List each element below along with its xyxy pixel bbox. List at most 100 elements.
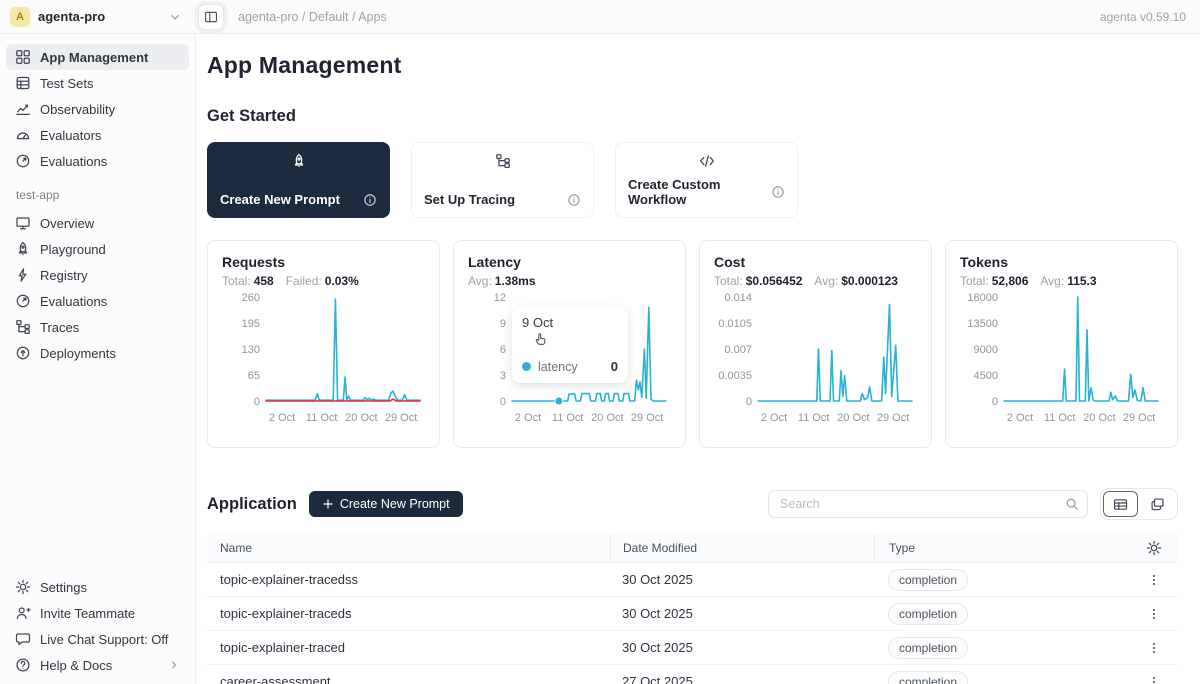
get-started-card-create-new-prompt[interactable]: Create New Prompt (207, 142, 390, 218)
svg-text:0.0035: 0.0035 (718, 370, 752, 382)
deploy-icon (15, 345, 31, 361)
tooltip-series-row: latency 0 (522, 359, 618, 374)
sidebar-item-label: Evaluations (40, 153, 108, 169)
sidebar-bottom-item-help-docs[interactable]: Help & Docs (6, 652, 189, 678)
kebab-menu-icon[interactable] (1147, 607, 1161, 621)
plus-icon (322, 498, 334, 510)
chart-stat-value: 115.3 (1067, 274, 1097, 288)
sidebar-bottom-item-label: Invite Teammate (40, 605, 136, 621)
workspace-name: agenta-pro (38, 9, 106, 24)
svg-text:2 Oct: 2 Oct (269, 412, 295, 424)
chart-stat-value: 1.38ms (494, 274, 536, 288)
card-label: Create New Prompt (220, 192, 340, 207)
chart-title: Latency (468, 254, 521, 270)
series-dot (522, 362, 531, 371)
card-view-button[interactable] (1140, 491, 1175, 517)
card-label-row: Create Custom Workflow (628, 177, 785, 207)
row-type: completion (874, 670, 1130, 684)
table-row[interactable]: topic-explainer-traceds 30 Oct 2025 comple… (207, 597, 1178, 631)
view-toggle (1100, 488, 1178, 520)
svg-text:0: 0 (992, 396, 998, 408)
sidebar-item-observability[interactable]: Observability (6, 96, 189, 122)
tooltip-series-name: latency (538, 359, 578, 374)
type-badge: completion (888, 602, 969, 625)
sidebar-app-item-overview[interactable]: Overview (6, 210, 189, 236)
search-icon (1065, 497, 1079, 511)
sidebar-app-item-deployments[interactable]: Deployments (6, 340, 189, 366)
svg-text:0.007: 0.007 (724, 344, 752, 356)
cost-chart: 0 0.0035 0.007 0.0105 0.014 2 Oct 11 Oct 20 Oct… (718, 292, 913, 424)
chevron-right-icon (168, 659, 180, 671)
hand-cursor-icon (534, 331, 618, 351)
table-view-button[interactable] (1103, 491, 1138, 517)
application-header: Application Create New Prompt (207, 488, 1178, 520)
sidebar-item-evaluations[interactable]: Evaluations (6, 148, 189, 174)
version-label: agenta v0.59.10 (1099, 9, 1186, 24)
svg-text:0.0105: 0.0105 (718, 318, 752, 330)
sidebar-app-item-registry[interactable]: Registry (6, 262, 189, 288)
get-started-card-create-custom-workflow[interactable]: Create Custom Workflow (615, 142, 798, 218)
sidebar-app-item-traces[interactable]: Traces (6, 314, 189, 340)
column-header-name: Name (220, 541, 253, 555)
latency-chart: 0 3 6 9 12 2 Oct 11 Oct 20 Oct 29 Oct (494, 292, 667, 424)
sidebar-app-item-evaluations[interactable]: Evaluations (6, 288, 189, 314)
requests-chart: 0 65 130 195 260 2 Oct 11 Oct 20 Oct 29 Oct (242, 292, 421, 424)
chart-title: Tokens (960, 254, 1008, 270)
chart-stat-label: Avg: (1040, 274, 1065, 288)
type-badge: completion (888, 568, 969, 591)
chart-stat: Avg: 1.38ms (468, 274, 536, 288)
create-new-prompt-button[interactable]: Create New Prompt (308, 491, 463, 517)
chart-stat: Avg: 115.3 (1040, 274, 1096, 288)
tooltip-series-value: 0 (610, 359, 618, 374)
workspace-selector[interactable]: A agenta-pro (10, 6, 182, 27)
row-name: career-assessment (220, 674, 331, 684)
tokens-chart-card: Tokens Total: 52,806 Avg: 115.3 0 4500 9000 1350… (945, 240, 1178, 448)
row-actions (1130, 607, 1178, 621)
grid-icon (15, 49, 31, 65)
kebab-menu-icon[interactable] (1147, 675, 1161, 684)
table-settings-gear-icon[interactable] (1146, 540, 1162, 556)
svg-text:4500: 4500 (974, 370, 998, 382)
kebab-menu-icon[interactable] (1147, 641, 1161, 655)
svg-text:0: 0 (254, 396, 260, 408)
svg-text:29 Oct: 29 Oct (631, 412, 663, 424)
svg-text:29 Oct: 29 Oct (877, 412, 909, 424)
chart-stat-value: $0.000123 (841, 274, 898, 288)
info-icon[interactable] (567, 193, 581, 207)
sidebar-item-evaluators[interactable]: Evaluators (6, 122, 189, 148)
info-icon[interactable] (363, 193, 377, 207)
charts-row: Requests Total: 458 Failed: 0.03% 0 65 130 195 26… (207, 240, 1178, 448)
search-input[interactable] (768, 490, 1088, 518)
kebab-menu-icon[interactable] (1147, 573, 1161, 587)
sidebar-bottom-item-invite-teammate[interactable]: Invite Teammate (6, 600, 189, 626)
breadcrumb[interactable]: agenta-pro / Default / Apps (238, 9, 387, 24)
type-badge: completion (888, 636, 969, 659)
sidebar-collapse-button[interactable] (198, 3, 224, 30)
topbar: A agenta-pro agenta-pro / Default / Apps… (0, 0, 1200, 34)
info-icon[interactable] (771, 185, 785, 199)
svg-text:0: 0 (746, 396, 752, 408)
table-row[interactable]: career-assessment 27 Oct 2025 completion (207, 665, 1178, 684)
chart-stat-label: Total: (960, 274, 989, 288)
get-started-cards: Create New Prompt Set Up Tracing Create Cu… (207, 142, 1178, 218)
sidebar-item-app-management[interactable]: App Management (6, 44, 189, 70)
sidebar-app-item-playground[interactable]: Playground (6, 236, 189, 262)
sidebar-item-test-sets[interactable]: Test Sets (6, 70, 189, 96)
gear-icon (15, 579, 31, 595)
row-name: topic-explainer-tracedss (220, 572, 359, 587)
row-date-modified: 30 Oct 2025 (622, 572, 693, 587)
chat-icon (15, 631, 31, 647)
application-heading: Application (207, 494, 297, 513)
sidebar-item-label: Test Sets (40, 75, 94, 91)
svg-text:13500: 13500 (967, 318, 998, 330)
active-point-marker (554, 396, 564, 406)
shell: App Management Test Sets Observability Eval… (0, 34, 1200, 684)
table-row[interactable]: topic-explainer-tracedss 30 Oct 2025 compl… (207, 563, 1178, 597)
cost-chart-card: Cost Total: $0.056452 Avg: $0.000123 0 0.0035 0… (699, 240, 932, 448)
get-started-card-set-up-tracing[interactable]: Set Up Tracing (411, 142, 594, 218)
sidebar-bottom-item-live-chat-support-off[interactable]: Live Chat Support: Off (6, 626, 189, 652)
table-row[interactable]: topic-explainer-traced 30 Oct 2025 complet… (207, 631, 1178, 665)
create-new-prompt-label: Create New Prompt (339, 497, 450, 511)
chart-stats: Total: 52,806 Avg: 115.3 (960, 274, 1163, 288)
sidebar-bottom-item-settings[interactable]: Settings (6, 574, 189, 600)
